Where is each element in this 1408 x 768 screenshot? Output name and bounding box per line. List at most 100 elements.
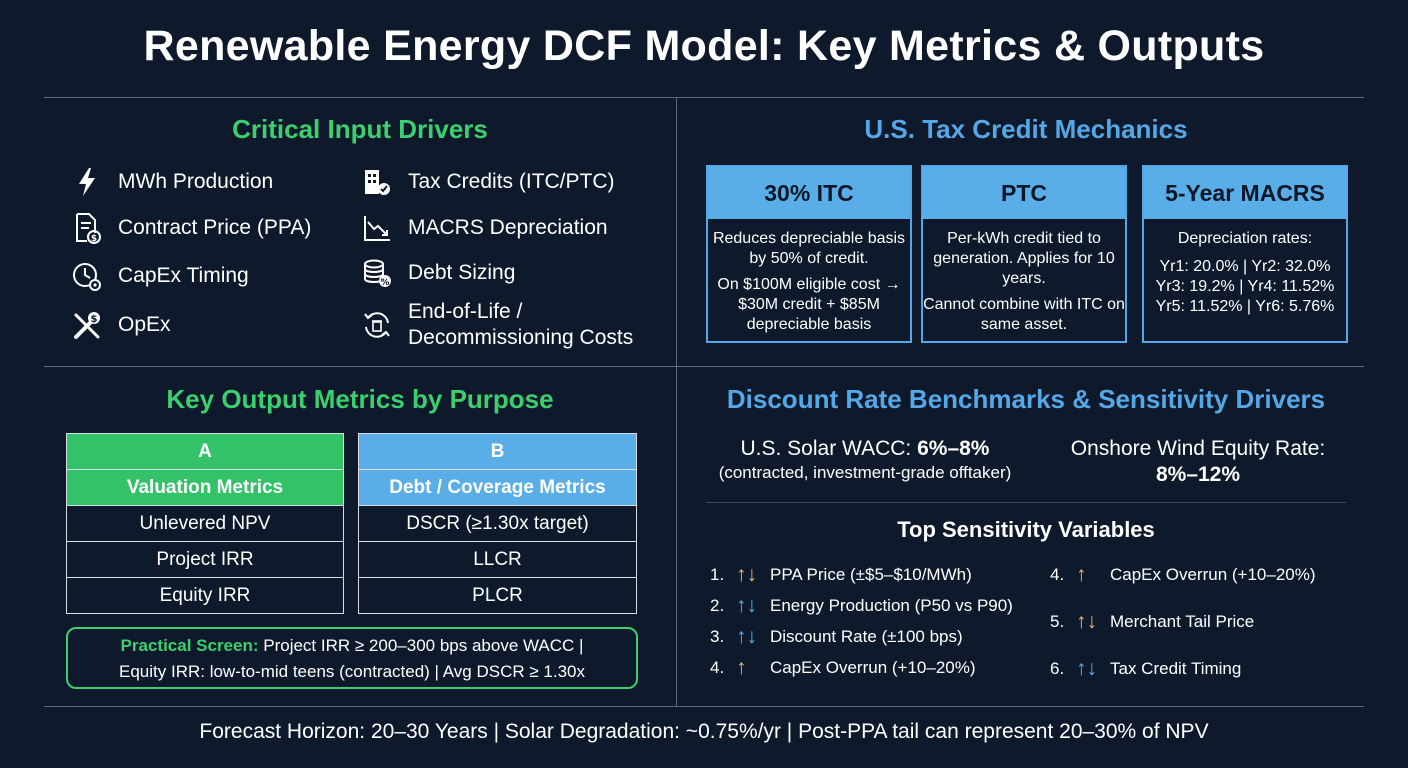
svg-text:$: $: [91, 314, 98, 325]
debt-metrics-table: B Debt / Coverage Metrics DSCR (≥1.30x t…: [358, 433, 637, 614]
driver-end-of-life: End-of-Life / Decommissioning Costs: [362, 299, 633, 351]
middle-divider: [44, 366, 1364, 367]
driver-capex-timing: CapEx Timing: [72, 260, 311, 292]
page-title: Renewable Energy DCF Model: Key Metrics …: [143, 22, 1265, 70]
column-letter-a: A: [66, 433, 344, 470]
table-row: PLCR: [358, 577, 637, 614]
clock-gear-icon: [72, 260, 102, 292]
ptc-card-body: Per-kWh credit tied to generation. Appli…: [923, 219, 1125, 335]
itc-card-text-1: Reduces depreciable basis by 50% of cred…: [712, 230, 906, 267]
inputs-right-list: Tax Credits (ITC/PTC) MACRS Depreciation…: [362, 166, 633, 351]
solar-wacc-label: U.S. Solar WACC:: [740, 437, 918, 460]
table-cell: Equity IRR: [66, 577, 344, 614]
driver-label: MWh Production: [118, 170, 274, 193]
table-cell: DSCR (≥1.30x target): [358, 505, 637, 542]
up-down-arrow-icon: ↑↓: [1076, 610, 1097, 633]
up-down-arrow-icon: ↑↓: [736, 563, 757, 586]
wind-rate-label: Onshore Wind Equity Rate:: [1070, 437, 1326, 460]
table-row: LLCR: [358, 541, 637, 578]
driver-label: Contract Price (PPA): [118, 216, 312, 239]
debt-metrics-head: Debt / Coverage Metrics: [358, 469, 637, 506]
ptc-card-text-2: Cannot combine with ITC on same asset.: [923, 296, 1125, 333]
up-down-arrow-icon: ↑↓: [1076, 657, 1097, 680]
svg-text:%: %: [380, 278, 389, 288]
itc-card-body: Reduces depreciable basis by 50% of cred…: [708, 219, 910, 335]
valuation-metrics-head: Valuation Metrics: [66, 469, 344, 506]
driver-debt-sizing: % Debt Sizing: [362, 257, 633, 289]
table-cell: PLCR: [358, 577, 637, 614]
sensitivity-number: 5.: [1050, 612, 1065, 631]
sensitivity-item: 2. ↑↓ Energy Production (P50 vs P90): [710, 594, 1013, 618]
footer-note: Forecast Horizon: 20–30 Years | Solar De…: [199, 720, 1209, 743]
ptc-card-text-1: Per-kWh credit tied to generation. Appli…: [933, 230, 1115, 287]
table-header-row: B: [358, 433, 637, 470]
sensitivity-label: CapEx Overrun (+10–20%): [1110, 565, 1316, 584]
itc-card-head: 30% ITC: [708, 167, 910, 219]
practical-screen-text-1: Project IRR ≥ 200–300 bps above WACC |: [258, 636, 584, 655]
table-row: Equity IRR: [66, 577, 344, 614]
macrs-card: 5-Year MACRS Depreciation rates: Yr1: 20…: [1142, 165, 1348, 343]
tools-dollar-icon: $: [72, 309, 102, 341]
table-row: Project IRR: [66, 541, 344, 578]
macrs-line-3: Yr5: 11.52% | Yr6: 5.76%: [1155, 298, 1335, 315]
sensitivity-number: 3.: [710, 627, 725, 646]
wind-rate-block: Onshore Wind Equity Rate: 8%–12%: [1050, 437, 1346, 487]
practical-screen-label: Practical Screen:: [120, 636, 259, 655]
sensitivity-label: Merchant Tail Price: [1110, 612, 1255, 631]
sensitivity-left-list: 1. ↑↓ PPA Price (±$5–$10/MWh) 2. ↑↓ Ener…: [710, 563, 1013, 680]
discount-title: Discount Rate Benchmarks & Sensitivity D…: [726, 384, 1326, 414]
macrs-intro: Depreciation rates:: [1177, 230, 1313, 247]
up-arrow-icon: ↑: [1076, 563, 1087, 586]
table-cell: LLCR: [358, 541, 637, 578]
sensitivity-label: Discount Rate (±100 bps): [770, 627, 963, 646]
practical-screen-box: Practical Screen: Project IRR ≥ 200–300 …: [66, 627, 638, 689]
up-down-arrow-icon: ↑↓: [736, 594, 757, 617]
solar-wacc-value: 6%–8%: [917, 437, 990, 460]
column-letter-b: B: [358, 433, 637, 470]
ptc-card-head: PTC: [923, 167, 1125, 219]
driver-label: Debt Sizing: [408, 261, 516, 284]
center-divider: [676, 97, 677, 706]
up-arrow-icon: ↑: [736, 656, 747, 679]
sensitivity-number: 4.: [1050, 565, 1065, 584]
driver-label-line1: End-of-Life /: [408, 300, 523, 323]
sensitivity-item: 6. ↑↓ Tax Credit Timing: [1050, 657, 1316, 681]
macrs-card-body: Depreciation rates: Yr1: 20.0% | Yr2: 32…: [1144, 219, 1346, 317]
sensitivity-item: 4. ↑ CapEx Overrun (+10–20%): [1050, 563, 1316, 587]
sensitivity-item: 3. ↑↓ Discount Rate (±100 bps): [710, 625, 1013, 649]
sensitivity-right-list: 4. ↑ CapEx Overrun (+10–20%) 5. ↑↓ Merch…: [1050, 563, 1316, 681]
practical-screen-text-2: Equity IRR: low-to-mid teens (contracted…: [119, 662, 585, 681]
driver-label: OpEx: [118, 313, 171, 336]
itc-card-text-2: On $100M eligible cost → $30M credit + $…: [717, 276, 901, 333]
driver-mwh-production: MWh Production: [72, 166, 311, 198]
sensitivity-title: Top Sensitivity Variables: [897, 517, 1155, 542]
driver-label: CapEx Timing: [118, 264, 249, 287]
inputs-title: Critical Input Drivers: [232, 114, 488, 144]
driver-tax-credits: Tax Credits (ITC/PTC): [362, 166, 633, 198]
sensitivity-divider: [706, 502, 1346, 503]
declining-chart-icon: [362, 212, 392, 244]
sensitivity-label: CapEx Overrun (+10–20%): [770, 658, 976, 677]
valuation-metrics-table: A Valuation Metrics Unlevered NPV Projec…: [66, 433, 344, 614]
inputs-left-list: MWh Production $ Contract Price (PPA) Ca…: [72, 166, 311, 341]
wind-rate-value: 8%–12%: [1155, 463, 1241, 486]
sensitivity-number: 6.: [1050, 659, 1065, 678]
table-header-row: Valuation Metrics: [66, 469, 344, 506]
table-header-row: Debt / Coverage Metrics: [358, 469, 637, 506]
table-row: DSCR (≥1.30x target): [358, 505, 637, 542]
table-cell: Project IRR: [66, 541, 344, 578]
driver-label: Tax Credits (ITC/PTC): [408, 170, 615, 193]
table-row: Unlevered NPV: [66, 505, 344, 542]
sensitivity-item: 5. ↑↓ Merchant Tail Price: [1050, 610, 1316, 634]
driver-label: End-of-Life / Decommissioning Costs: [408, 299, 633, 351]
sensitivity-label: PPA Price (±$5–$10/MWh): [770, 565, 972, 584]
bottom-divider: [44, 706, 1364, 707]
building-check-icon: [362, 166, 392, 198]
driver-label-line2: Decommissioning Costs: [408, 326, 634, 349]
sensitivity-item: 1. ↑↓ PPA Price (±$5–$10/MWh): [710, 563, 1013, 587]
top-divider: [44, 97, 1364, 98]
macrs-line-1: Yr1: 20.0% | Yr2: 32.0%: [1159, 258, 1331, 275]
sensitivity-item: 4. ↑ CapEx Overrun (+10–20%): [710, 656, 1013, 680]
outputs-title: Key Output Metrics by Purpose: [166, 384, 554, 414]
solar-wacc-block: U.S. Solar WACC: 6%–8% (contracted, inve…: [690, 437, 1040, 483]
